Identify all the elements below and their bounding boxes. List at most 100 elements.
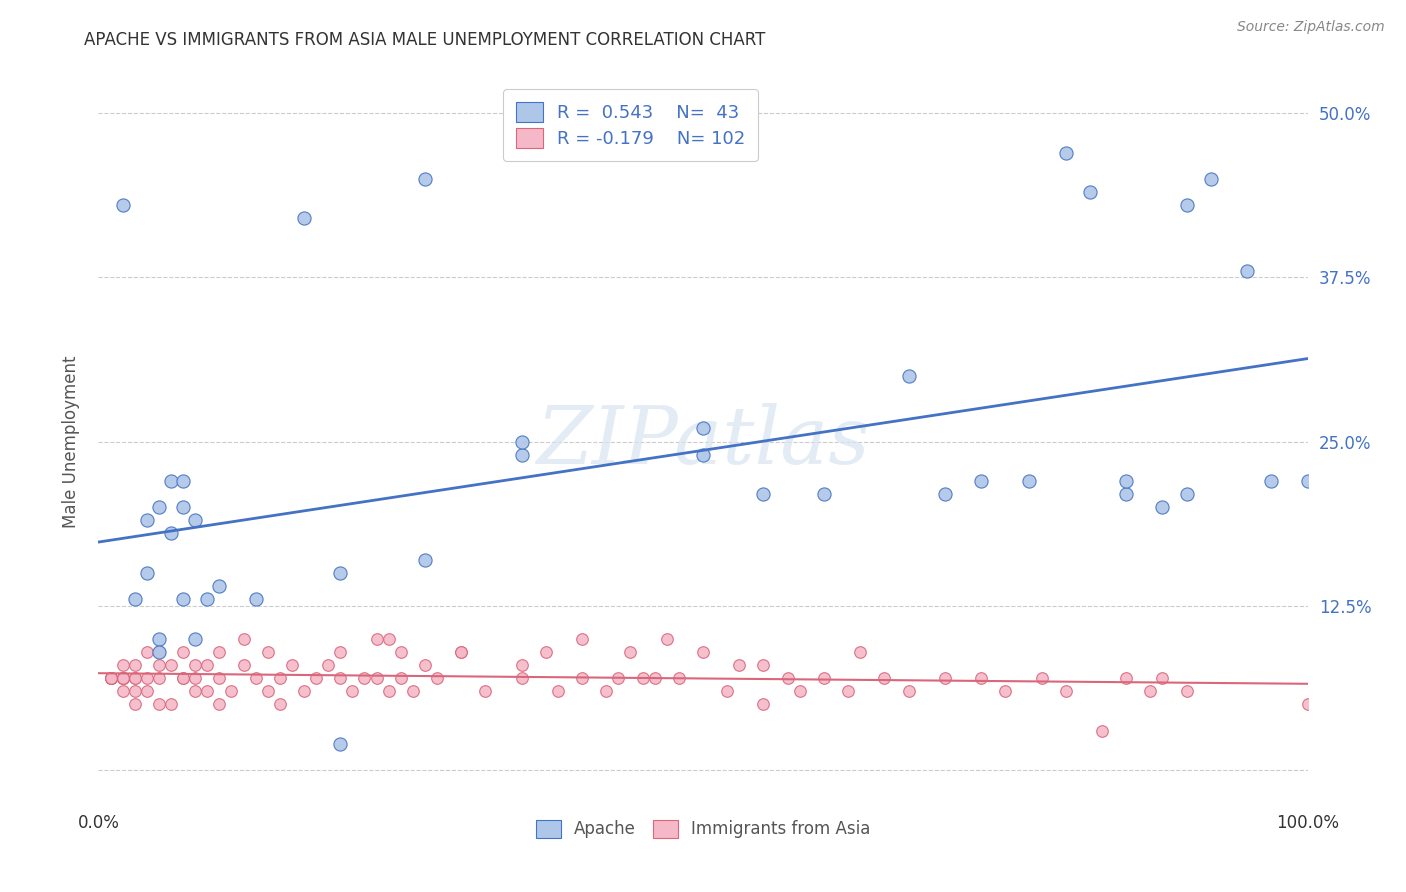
Point (1175, 198, 1198, 212)
Point (184, 657, 207, 672)
Point (837, 684, 859, 698)
Point (124, 684, 146, 698)
Point (292, 684, 315, 698)
Point (256, 684, 278, 698)
Point (607, 671, 630, 685)
Point (849, 645, 872, 659)
Point (316, 657, 339, 672)
Point (184, 671, 207, 685)
Point (1054, 684, 1077, 698)
Point (124, 657, 146, 672)
Point (716, 684, 738, 698)
Point (148, 645, 170, 659)
Point (184, 684, 207, 698)
Point (100, 671, 122, 685)
Point (402, 684, 425, 698)
Text: Source: ZipAtlas.com: Source: ZipAtlas.com (1237, 20, 1385, 34)
Point (329, 671, 352, 685)
Point (510, 657, 533, 672)
Point (1296, 698, 1319, 712)
Point (692, 645, 714, 659)
Point (208, 645, 231, 659)
Point (111, 671, 134, 685)
Point (172, 500, 194, 515)
Point (135, 684, 157, 698)
Point (389, 671, 412, 685)
Point (172, 645, 194, 659)
Point (148, 645, 170, 659)
Point (366, 632, 388, 646)
Point (873, 671, 896, 685)
Point (813, 671, 835, 685)
Point (111, 198, 134, 212)
Point (172, 592, 194, 607)
Point (135, 671, 157, 685)
Point (100, 671, 122, 685)
Point (1260, 474, 1282, 488)
Point (329, 566, 352, 580)
Point (281, 657, 304, 672)
Point (752, 698, 775, 712)
Point (619, 645, 641, 659)
Point (970, 671, 993, 685)
Y-axis label: Male Unemployment: Male Unemployment (62, 355, 80, 528)
Point (692, 421, 714, 435)
Point (135, 513, 157, 527)
Point (195, 592, 218, 607)
Point (111, 671, 134, 685)
Point (1175, 487, 1198, 501)
Point (776, 671, 799, 685)
Point (245, 671, 267, 685)
Point (269, 671, 291, 685)
Point (1031, 671, 1053, 685)
Point (389, 645, 412, 659)
Point (292, 211, 315, 226)
Point (195, 657, 218, 672)
Point (970, 474, 993, 488)
Point (160, 474, 183, 488)
Point (269, 698, 291, 712)
Point (1115, 474, 1137, 488)
Point (208, 579, 231, 593)
Point (111, 671, 134, 685)
Point (1115, 487, 1137, 501)
Point (232, 632, 254, 646)
Point (994, 684, 1017, 698)
Point (1296, 474, 1319, 488)
Point (221, 684, 243, 698)
Point (245, 592, 267, 607)
Point (195, 684, 218, 698)
Point (426, 671, 449, 685)
Legend: Apache, Immigrants from Asia: Apache, Immigrants from Asia (529, 813, 877, 845)
Point (571, 632, 593, 646)
Point (1091, 723, 1114, 738)
Point (1139, 684, 1161, 698)
Point (644, 671, 666, 685)
Point (789, 684, 811, 698)
Point (547, 684, 569, 698)
Point (510, 671, 533, 685)
Text: ZIPatlas: ZIPatlas (536, 403, 870, 480)
Point (148, 698, 170, 712)
Point (172, 474, 194, 488)
Point (208, 698, 231, 712)
Point (329, 645, 352, 659)
Point (752, 657, 775, 672)
Point (160, 657, 183, 672)
Point (1115, 671, 1137, 685)
Point (631, 671, 654, 685)
Point (668, 671, 690, 685)
Point (148, 657, 170, 672)
Point (934, 671, 956, 685)
Point (1199, 171, 1222, 186)
Point (510, 434, 533, 449)
Point (172, 671, 194, 685)
Point (148, 671, 170, 685)
Point (111, 684, 134, 698)
Text: APACHE VS IMMIGRANTS FROM ASIA MALE UNEMPLOYMENT CORRELATION CHART: APACHE VS IMMIGRANTS FROM ASIA MALE UNEM… (84, 31, 766, 49)
Point (111, 671, 134, 685)
Point (1236, 264, 1258, 278)
Point (111, 671, 134, 685)
Point (413, 553, 436, 567)
Point (413, 657, 436, 672)
